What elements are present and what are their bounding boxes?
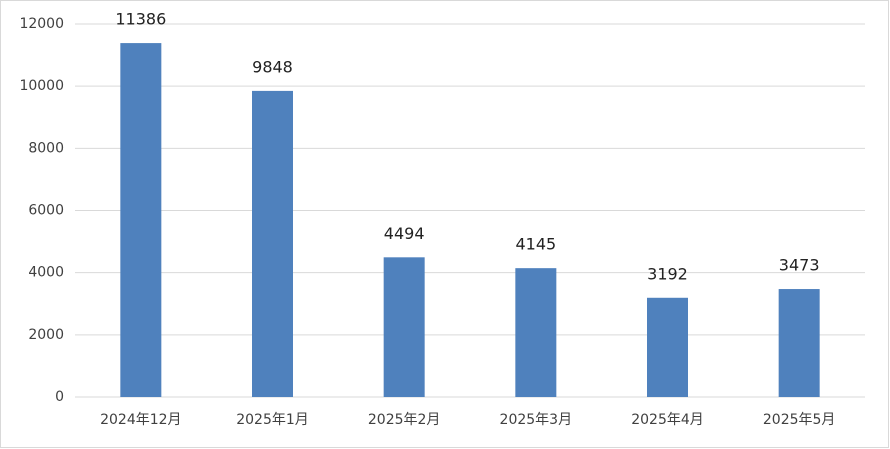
value-label: 11386 — [115, 10, 166, 29]
x-tick-label: 2025年2月 — [368, 412, 441, 428]
y-tick-label: 2000 — [28, 327, 64, 343]
value-label: 4494 — [384, 224, 425, 243]
x-tick-label: 2025年3月 — [500, 412, 573, 428]
x-tick-label: 2025年5月 — [763, 412, 836, 428]
x-tick-label: 2025年1月 — [236, 412, 309, 428]
bar — [383, 257, 425, 397]
value-label: 3192 — [647, 264, 688, 283]
y-tick-label: 0 — [55, 389, 64, 405]
y-tick-label: 8000 — [28, 140, 64, 156]
value-label: 3473 — [779, 256, 820, 275]
bar — [515, 268, 557, 397]
y-tick-label: 12000 — [19, 16, 64, 32]
bar — [647, 297, 688, 397]
y-tick-label: 4000 — [28, 265, 64, 281]
value-label: 4145 — [515, 235, 556, 254]
y-tick-label: 6000 — [28, 203, 64, 219]
value-label: 9848 — [252, 57, 293, 76]
bar — [778, 289, 820, 397]
y-tick-label: 10000 — [19, 78, 64, 94]
bar — [252, 90, 293, 398]
x-tick-label: 2025年4月 — [631, 412, 704, 428]
bar — [120, 43, 162, 397]
x-tick-label: 2024年12月 — [100, 412, 181, 428]
